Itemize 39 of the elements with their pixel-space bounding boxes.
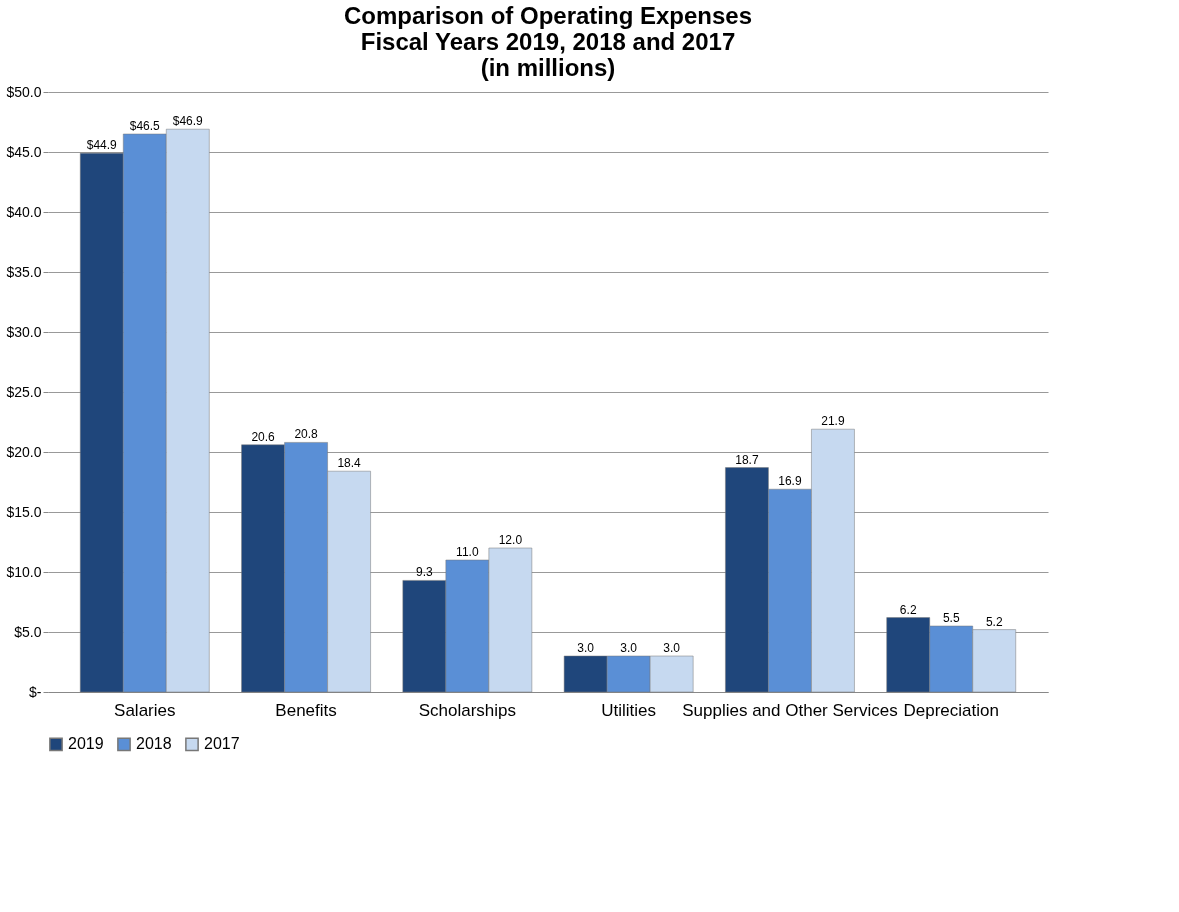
data-label: 6.2 <box>899 602 917 617</box>
data-label: 20.6 <box>251 429 276 444</box>
x-tick-label: Benefits <box>275 700 337 720</box>
legend-label: 2018 <box>136 735 172 753</box>
data-label: 18.7 <box>735 452 759 467</box>
data-label: 3.0 <box>577 641 595 655</box>
data-label: 5.2 <box>985 614 1003 629</box>
data-label: 11.0 <box>456 545 479 559</box>
y-tick-label: $20.0 <box>6 443 42 460</box>
y-tick-label: $45.0 <box>6 143 42 160</box>
data-label: 5.5 <box>942 611 960 625</box>
data-label: 16.9 <box>778 474 802 489</box>
data-label: 9.3 <box>416 565 434 580</box>
y-tick-label: $30.0 <box>6 323 42 340</box>
data-label: 3.0 <box>620 641 638 655</box>
y-tick-label: $50.0 <box>6 83 42 100</box>
data-label: $46.5 <box>129 119 161 133</box>
legend-label: 2019 <box>68 735 104 753</box>
y-tick-label: $35.0 <box>6 263 42 280</box>
data-label: 12.0 <box>498 533 523 547</box>
x-tick-label: Supplies and Other Services <box>682 700 898 720</box>
data-label: 21.9 <box>821 414 845 429</box>
y-tick-label: $- <box>29 683 42 700</box>
y-tick-label: $25.0 <box>6 383 42 400</box>
x-tick-label: Salaries <box>114 700 176 720</box>
y-tick-label: $10.0 <box>6 563 42 580</box>
y-tick-label: $15.0 <box>6 503 42 520</box>
data-label: 18.4 <box>337 456 362 471</box>
data-label: $44.9 <box>86 138 118 153</box>
x-tick-label: Utilities <box>601 700 657 720</box>
data-label: $46.9 <box>172 114 204 129</box>
x-tick-label: Depreciation <box>903 700 999 720</box>
chart-title: Comparison of Operating Expenses Fiscal Years 2019, 2018 and 2017 (in millions) <box>343 2 753 81</box>
x-tick-label: Scholarships <box>418 700 517 720</box>
data-label: 3.0 <box>663 641 681 655</box>
y-tick-label: $5.0 <box>14 623 42 640</box>
data-label: 20.8 <box>294 427 319 442</box>
legend-label: 2017 <box>204 735 240 753</box>
y-tick-label: $40.0 <box>6 203 42 220</box>
